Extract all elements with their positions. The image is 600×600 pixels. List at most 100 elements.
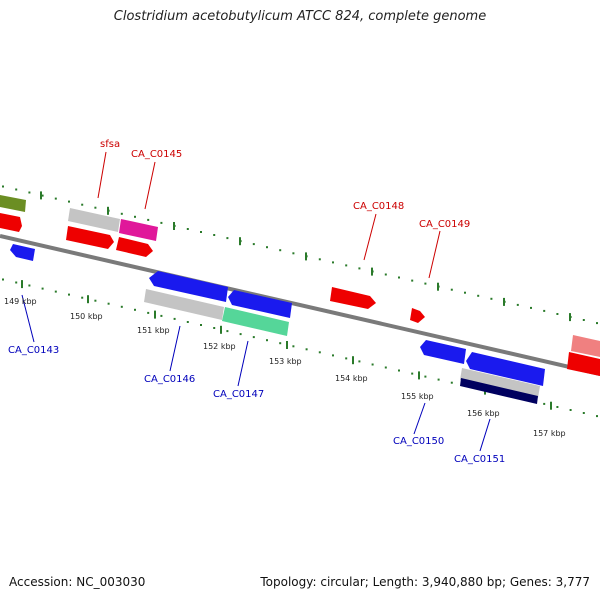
forward-scale-dot bbox=[477, 294, 480, 297]
forward-scale-dot bbox=[398, 276, 400, 279]
gene-ca-c0148 bbox=[330, 287, 376, 309]
scale-label-149: 149 kbp bbox=[4, 297, 37, 306]
forward-scale-dot bbox=[226, 237, 229, 240]
reverse-scale-dot bbox=[252, 336, 255, 339]
forward-scale-dot bbox=[450, 288, 453, 291]
leader-ca-c0148 bbox=[363, 213, 377, 261]
gene-red-b bbox=[66, 226, 114, 249]
gene-red-a bbox=[0, 213, 22, 232]
reverse-scale-dot bbox=[358, 360, 361, 363]
reverse-scale-dot bbox=[279, 342, 282, 345]
reverse-scale-dot bbox=[68, 293, 70, 296]
map-title: Clostridium acetobutylicum ATCC 824, com… bbox=[113, 9, 487, 24]
forward-scale-dot bbox=[200, 231, 202, 233]
reverse-scale-dot bbox=[582, 412, 585, 414]
forward-scale-dot bbox=[464, 291, 466, 294]
reverse-label-lines bbox=[21, 294, 491, 452]
reverse-scale-dot bbox=[332, 354, 334, 357]
label-sfsa: sfsa bbox=[100, 139, 120, 150]
leader-ca-c0150 bbox=[413, 402, 426, 435]
forward-scale-dot bbox=[15, 188, 18, 191]
label-ca-c0149: CA_C0149 bbox=[419, 219, 470, 230]
forward-scale-dot bbox=[213, 234, 216, 236]
scale-label-150: 150 kbp bbox=[70, 312, 103, 321]
reverse-scale-dot bbox=[596, 415, 598, 418]
scale-label-154: 154 kbp bbox=[335, 374, 368, 383]
reverse-scale-dot bbox=[226, 330, 229, 333]
forward-scale-dot bbox=[68, 200, 70, 203]
reverse-scale-dot bbox=[107, 302, 110, 305]
forward-strand-genes bbox=[0, 195, 600, 376]
gene-sfsa bbox=[68, 208, 120, 232]
gene-olive bbox=[0, 195, 26, 212]
reverse-scale-dot bbox=[94, 299, 97, 302]
gene-red-c bbox=[116, 237, 153, 257]
reverse-scale-dot bbox=[569, 409, 572, 411]
leader-ca-c0146 bbox=[169, 325, 181, 372]
forward-scale-dot bbox=[318, 258, 321, 261]
forward-scale-dot bbox=[516, 303, 519, 306]
reverse-scale-dot bbox=[450, 381, 453, 384]
forward-scale-dot bbox=[2, 185, 4, 188]
forward-scale-dot bbox=[424, 282, 427, 285]
reverse-scale-dot bbox=[147, 311, 150, 314]
forward-scale-dot bbox=[120, 212, 123, 215]
forward-scale-dot bbox=[279, 249, 282, 252]
forward-label-lines bbox=[97, 151, 441, 279]
scale-label-152: 152 kbp bbox=[203, 342, 236, 351]
reverse-scale-dot bbox=[186, 321, 189, 323]
gene-red-d bbox=[567, 352, 600, 376]
leader-sfsa bbox=[97, 151, 107, 199]
leader-ca-c0147 bbox=[237, 340, 249, 387]
reverse-scale-dot bbox=[424, 375, 427, 378]
forward-scale-dot bbox=[596, 322, 598, 325]
scale-label-155: 155 kbp bbox=[401, 392, 434, 401]
forward-scale-dot bbox=[345, 264, 348, 267]
gene-ca-c0151 bbox=[460, 378, 538, 404]
label-ca-c0151: CA_C0151 bbox=[454, 454, 505, 465]
forward-scale-dot bbox=[358, 267, 361, 270]
reverse-scale-dot bbox=[543, 402, 546, 405]
gene-ca-c0145 bbox=[119, 219, 158, 241]
reverse-strand-genes bbox=[10, 244, 545, 404]
forward-scale-dot bbox=[147, 218, 150, 221]
scale-label-151: 151 kbp bbox=[137, 326, 170, 335]
reverse-scale-dot bbox=[384, 366, 387, 369]
scale-label-153: 153 kbp bbox=[269, 357, 302, 366]
scale-label-156: 156 kbp bbox=[467, 409, 500, 418]
leader-ca-c0143 bbox=[21, 294, 35, 343]
reverse-scale-dot bbox=[173, 317, 176, 320]
genome-backbone bbox=[0, 234, 600, 376]
reverse-scale-dot bbox=[266, 339, 268, 342]
leader-ca-c0145 bbox=[144, 161, 156, 210]
label-ca-c0143: CA_C0143 bbox=[8, 345, 59, 356]
label-ca-c0147: CA_C0147 bbox=[213, 389, 264, 400]
genome-summary-text: Topology: circular; Length: 3,940,880 bp… bbox=[260, 575, 590, 589]
reverse-scale-dot bbox=[120, 305, 123, 308]
forward-scale-dot bbox=[292, 252, 295, 255]
reverse-scale-dot bbox=[28, 284, 31, 287]
forward-scale-dot bbox=[81, 203, 84, 206]
reverse-scale-dot bbox=[305, 348, 308, 351]
gene-blue-b bbox=[228, 290, 292, 318]
forward-scale-dot bbox=[530, 306, 532, 309]
forward-scale-dot bbox=[94, 206, 97, 209]
reverse-scale-dot bbox=[160, 314, 163, 317]
forward-scale-dot bbox=[54, 197, 57, 200]
gene-gray-b bbox=[144, 289, 224, 320]
forward-scale-dot bbox=[160, 221, 163, 224]
reverse-scale-dot bbox=[411, 372, 414, 375]
label-ca-c0145: CA_C0145 bbox=[131, 149, 182, 160]
gene-ca-c0143 bbox=[10, 244, 35, 261]
reverse-scale-dot bbox=[41, 287, 44, 290]
reverse-scale-dot bbox=[200, 324, 202, 326]
forward-scale-dot bbox=[186, 228, 189, 230]
leader-ca-c0149 bbox=[428, 230, 441, 279]
reverse-scale-dot bbox=[318, 351, 321, 354]
accession-text: Accession: NC_003030 bbox=[9, 575, 146, 589]
reverse-scale-dot bbox=[134, 308, 136, 311]
reverse-scale-dot bbox=[371, 363, 374, 366]
reverse-scale-dot bbox=[15, 281, 18, 284]
